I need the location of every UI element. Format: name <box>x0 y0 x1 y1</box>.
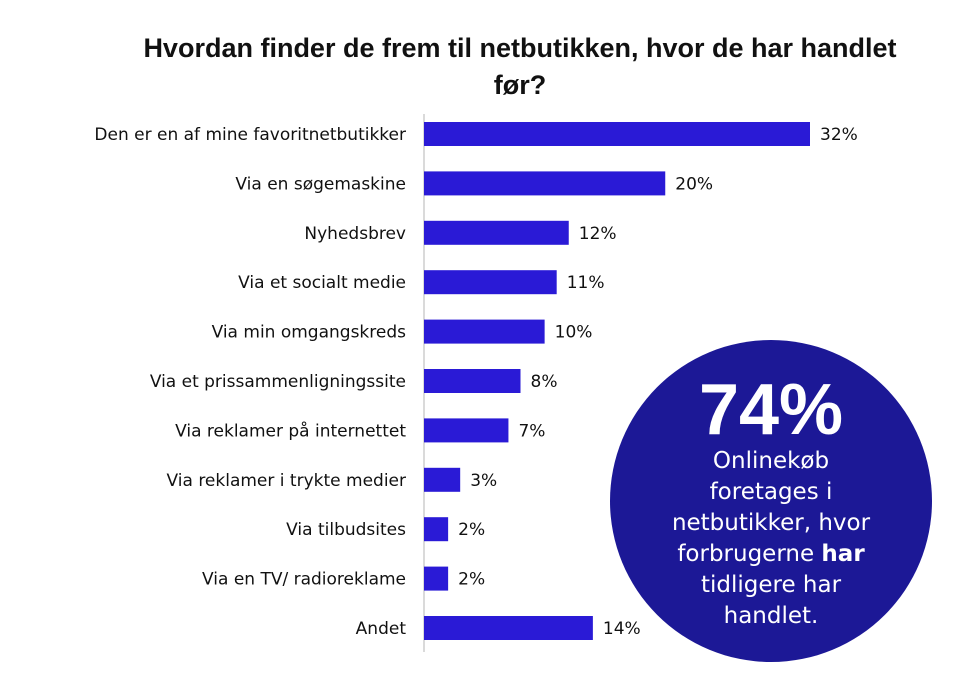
category-label: Den er en af mine favoritnetbutikker <box>94 125 406 145</box>
value-label: 12% <box>579 224 617 244</box>
callout-line-5: tidligere har <box>700 572 842 598</box>
bar <box>424 566 449 591</box>
callout-circle: 74% Onlinekøb foretages i netbutikker, h… <box>610 340 932 662</box>
value-label: 3% <box>470 471 497 491</box>
category-label: Via en søgemaskine <box>235 174 406 194</box>
bar <box>424 319 545 344</box>
callout-line-1: Onlinekøb <box>712 448 830 474</box>
callout-line-4-pre: forbrugerne <box>677 541 822 567</box>
value-label: 20% <box>675 174 713 194</box>
category-label: Via tilbudsites <box>286 520 406 540</box>
value-label: 8% <box>531 372 558 392</box>
value-label: 2% <box>458 520 485 540</box>
category-label: Andet <box>356 619 407 639</box>
bar <box>424 467 461 492</box>
category-label: Via et prissammenligningssite <box>150 372 406 392</box>
value-label: 7% <box>518 421 545 441</box>
category-label: Via reklamer på internettet <box>175 420 406 441</box>
callout-text: Onlinekøb foretages i netbutikker, hvor … <box>662 446 880 632</box>
callout-value: 74% <box>698 370 844 450</box>
value-label: 14% <box>603 619 641 639</box>
bar <box>424 270 557 295</box>
category-label: Via en TV/ radioreklame <box>202 570 406 590</box>
category-label: Via reklamer i trykte medier <box>167 471 406 491</box>
callout-line-2: foretages i <box>709 479 833 505</box>
bar <box>424 369 521 393</box>
category-label: Via et socialt medie <box>238 273 406 293</box>
value-label: 11% <box>567 273 605 293</box>
callout-line-6: handlet. <box>723 603 819 629</box>
category-label: Nyhedsbrev <box>304 224 406 244</box>
callout-line-4-bold: har <box>821 541 865 567</box>
bar <box>424 220 569 245</box>
value-label: 2% <box>458 570 485 590</box>
bar <box>424 418 509 443</box>
callout-line-3: netbutikker, hvor <box>671 510 871 536</box>
bar <box>424 517 449 542</box>
bars-group: Den er en af mine favoritnetbutikker 32% V… <box>94 122 858 640</box>
value-label: 10% <box>555 323 593 343</box>
bar <box>424 616 593 640</box>
value-label: 32% <box>820 125 858 145</box>
category-label: Via min omgangskreds <box>212 323 407 343</box>
bar <box>424 171 666 196</box>
bar <box>424 122 810 146</box>
chart-title: Hvordan finder de frem til netbutikken, … <box>143 33 897 100</box>
